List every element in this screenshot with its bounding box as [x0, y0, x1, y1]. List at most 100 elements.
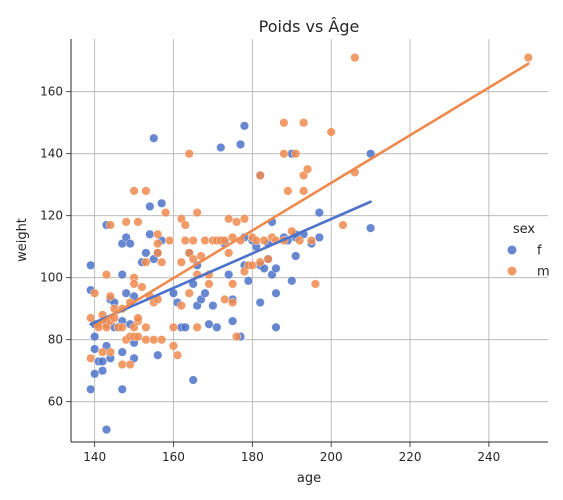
point-m: [185, 149, 194, 158]
point-m: [134, 314, 143, 323]
point-m: [157, 258, 166, 267]
point-f: [315, 233, 324, 242]
point-m: [189, 255, 198, 264]
legend-label-f: f: [537, 244, 542, 259]
point-f: [90, 332, 99, 341]
marks: [86, 53, 532, 434]
point-m: [311, 280, 320, 289]
point-m: [106, 348, 115, 357]
point-m: [248, 261, 257, 270]
point-m: [256, 258, 265, 267]
point-m: [351, 53, 360, 62]
point-f: [118, 270, 127, 279]
x-tick-label: 240: [477, 450, 500, 464]
point-f: [291, 252, 300, 261]
point-m: [177, 258, 186, 267]
point-f: [201, 289, 210, 298]
point-m: [232, 218, 241, 227]
point-f: [146, 202, 155, 211]
point-m: [102, 270, 111, 279]
point-m: [307, 236, 316, 245]
point-f: [98, 366, 107, 375]
point-m: [118, 360, 127, 369]
point-f: [272, 264, 281, 273]
point-f: [86, 261, 95, 270]
point-f: [256, 298, 265, 307]
point-f: [142, 249, 151, 258]
point-m: [130, 187, 139, 196]
point-f: [118, 385, 127, 394]
point-f: [149, 134, 158, 143]
legend-title: sex: [513, 222, 536, 237]
point-f: [228, 317, 237, 326]
point-m: [169, 323, 178, 332]
y-tick-label: 140: [40, 147, 63, 161]
point-m: [193, 323, 202, 332]
point-m: [240, 215, 249, 224]
x-tick-label: 180: [241, 450, 264, 464]
point-f: [86, 385, 95, 394]
point-m: [299, 118, 308, 127]
point-m: [149, 335, 158, 344]
point-m: [228, 298, 237, 307]
point-f: [90, 370, 99, 379]
point-f: [205, 320, 214, 329]
point-m: [224, 215, 233, 224]
point-m: [153, 239, 162, 248]
point-m: [157, 335, 166, 344]
point-f: [217, 143, 226, 152]
point-m: [280, 118, 289, 127]
point-f: [244, 277, 253, 286]
point-m: [291, 149, 300, 158]
point-f: [209, 301, 218, 310]
point-m: [220, 295, 229, 304]
point-m: [181, 221, 190, 230]
point-f: [153, 351, 162, 360]
point-m: [153, 249, 162, 258]
point-f: [315, 208, 324, 217]
point-m: [303, 165, 312, 174]
point-m: [118, 323, 127, 332]
point-m: [134, 218, 143, 227]
point-f: [146, 230, 155, 239]
point-m: [228, 280, 237, 289]
point-m: [264, 255, 273, 264]
point-m: [220, 236, 229, 245]
point-m: [299, 187, 308, 196]
legend: sex fm: [508, 222, 550, 280]
y-tick-label: 120: [40, 209, 63, 223]
point-m: [256, 171, 265, 180]
point-f: [122, 289, 131, 298]
x-tick-label: 220: [399, 450, 422, 464]
point-m: [126, 360, 135, 369]
trend-line-m: [95, 64, 529, 326]
point-f: [189, 376, 198, 385]
x-axis-label: age: [297, 471, 321, 486]
point-m: [134, 332, 143, 341]
x-tick-label: 200: [320, 450, 343, 464]
point-m: [142, 258, 151, 267]
x-tick-label: 140: [83, 450, 106, 464]
legend-marker-m: [508, 267, 517, 276]
point-m: [284, 187, 293, 196]
point-m: [295, 236, 304, 245]
point-m: [185, 289, 194, 298]
point-m: [142, 187, 151, 196]
point-f: [118, 348, 127, 357]
point-m: [86, 354, 95, 363]
point-f: [287, 277, 296, 286]
point-f: [366, 224, 375, 233]
y-tick-label: 80: [48, 333, 63, 347]
point-m: [90, 289, 99, 298]
point-f: [272, 323, 281, 332]
point-f: [272, 289, 281, 298]
point-m: [252, 236, 261, 245]
axes: 140 160 180 200 220 240 60 80 100 120 140 160: [40, 39, 548, 464]
point-m: [339, 221, 348, 230]
y-tick-label: 100: [40, 271, 63, 285]
point-m: [181, 236, 190, 245]
point-m: [232, 332, 241, 341]
point-f: [98, 357, 107, 366]
point-f: [240, 122, 249, 131]
